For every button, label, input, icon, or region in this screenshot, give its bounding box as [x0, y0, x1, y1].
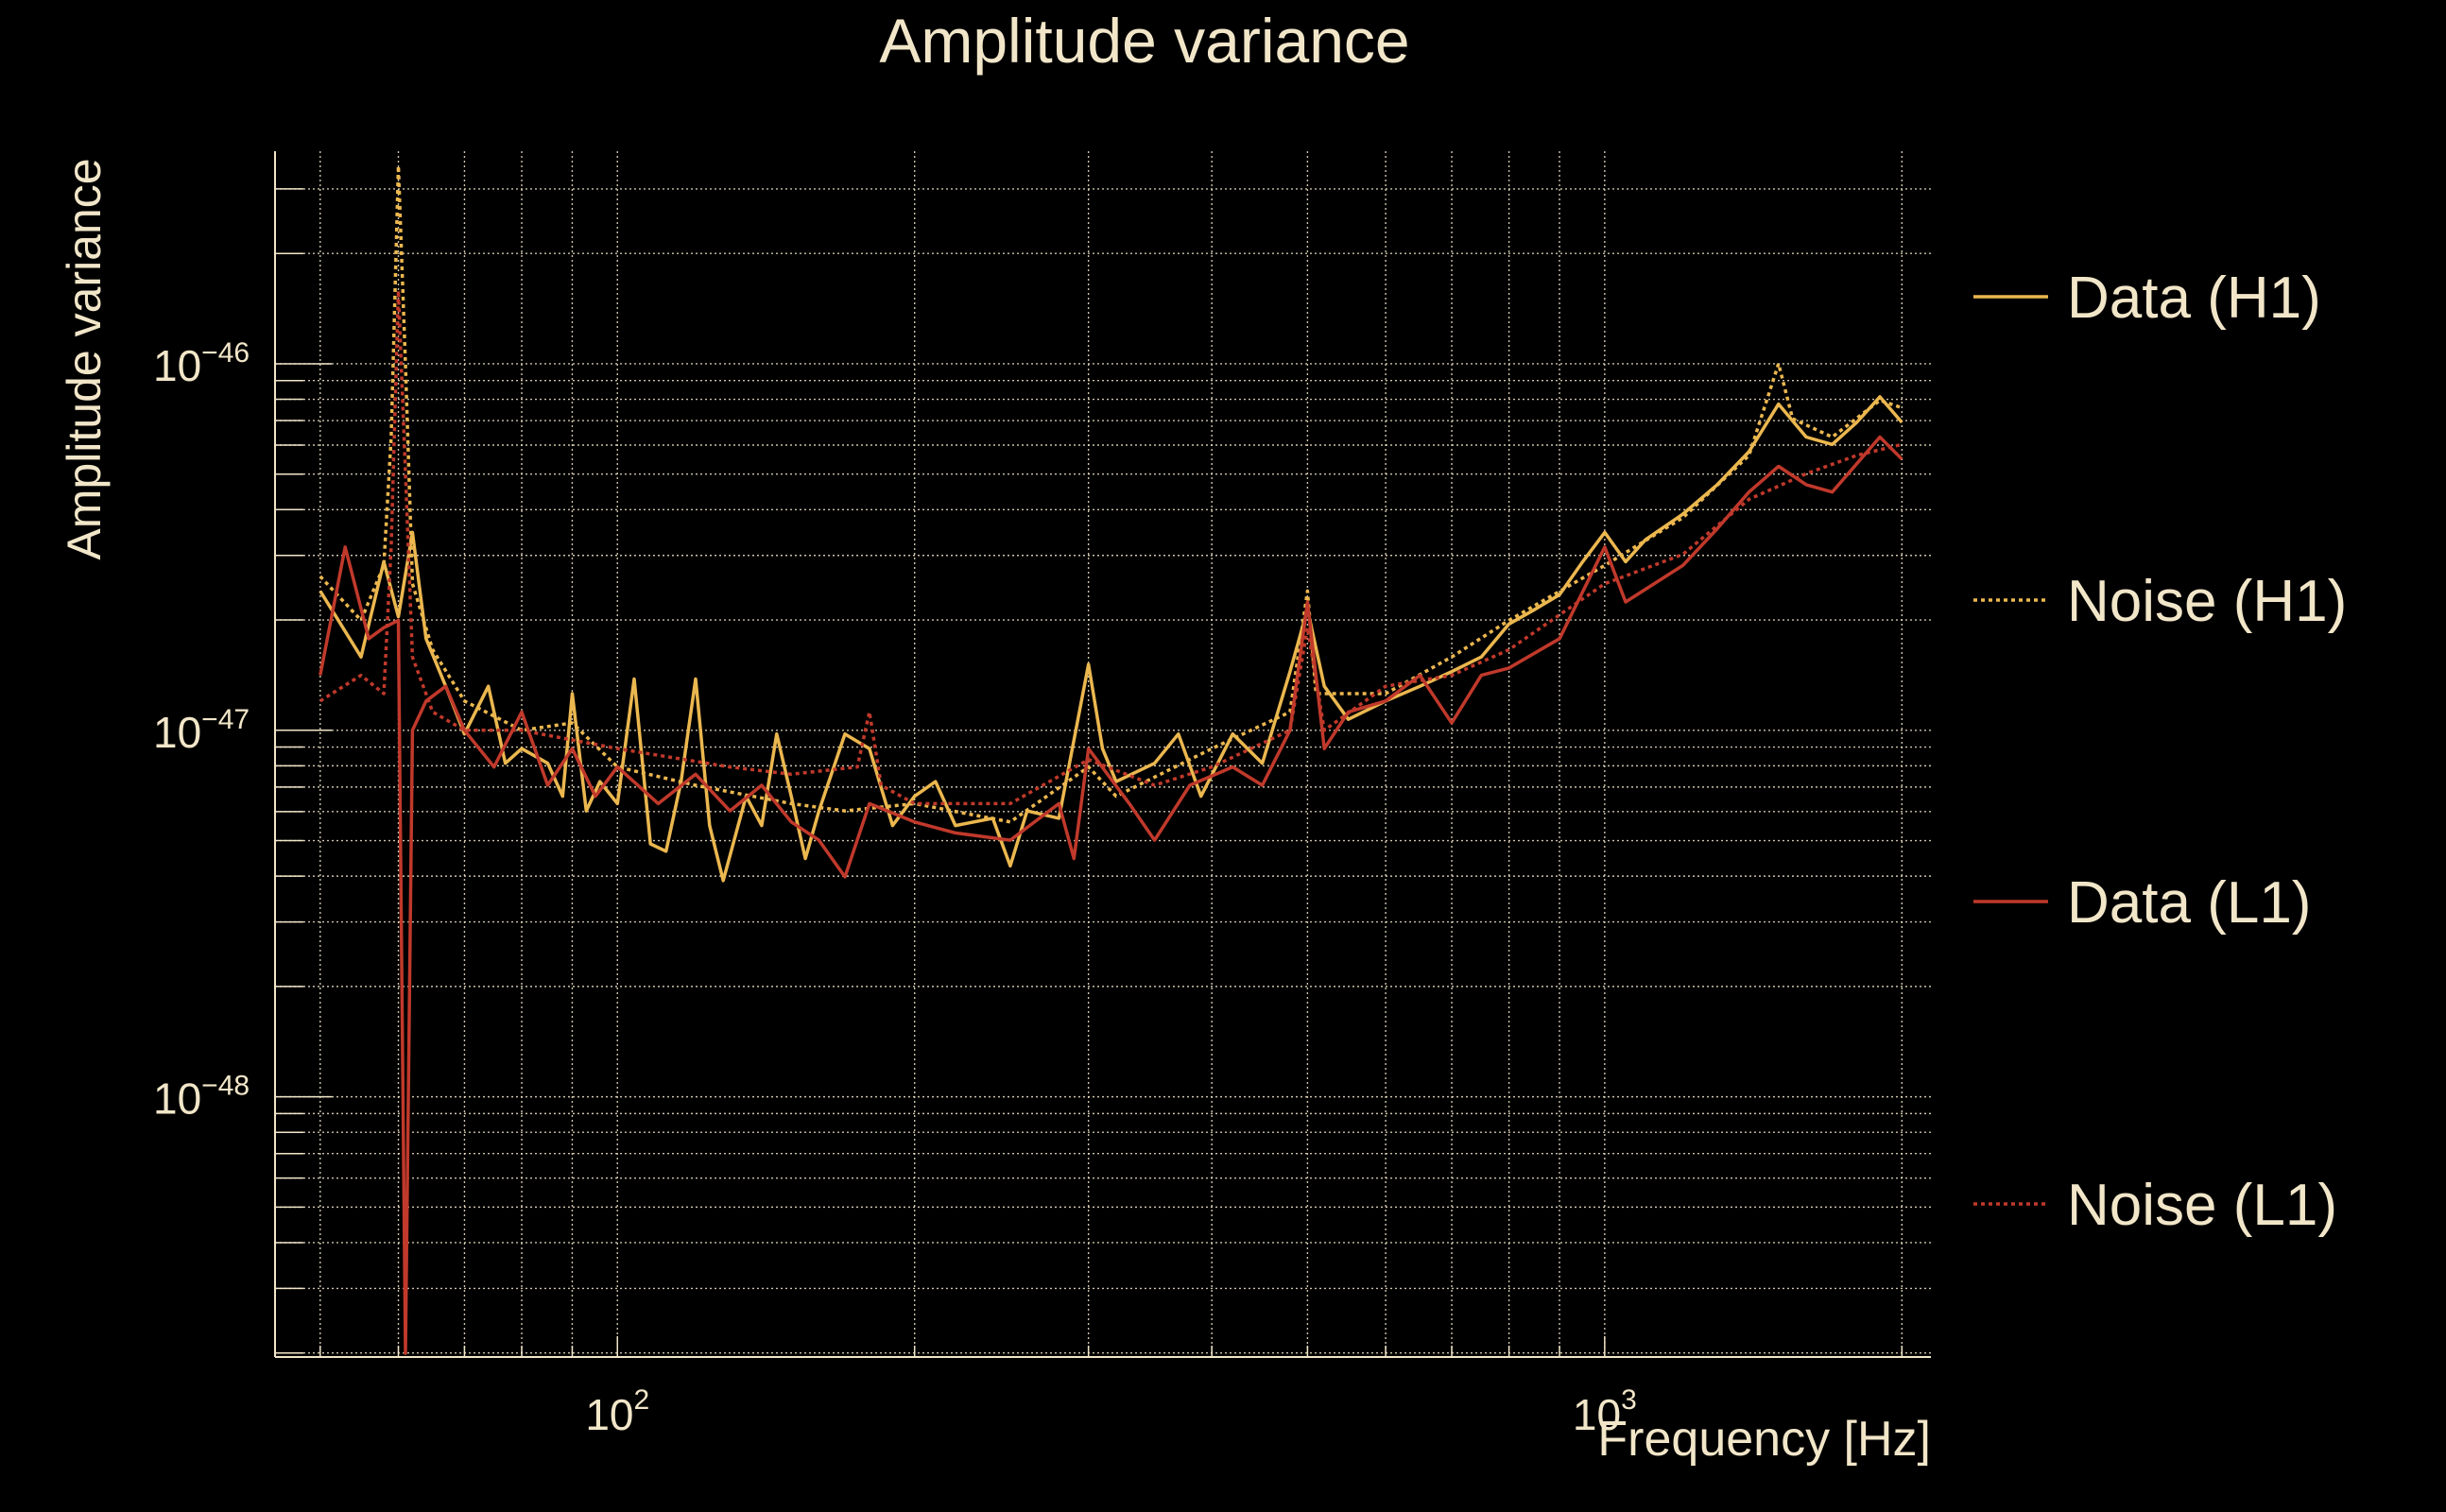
chart-title: Amplitude variance	[879, 6, 1409, 76]
legend-label: Data (H1)	[2067, 266, 2321, 331]
y-axis-label: Amplitude variance	[58, 158, 111, 559]
legend: Data (H1) Noise (H1) Data (L1) Noise (L1)	[1973, 266, 2347, 1238]
series-line-data-h1	[319, 395, 1903, 883]
legend-label: Noise (H1)	[2067, 569, 2347, 634]
x-axis-label: Frequency [Hz]	[1597, 1412, 1931, 1467]
legend-label: Noise (L1)	[2067, 1173, 2337, 1238]
y-tick-label: 10−46	[153, 337, 250, 390]
series-lines	[319, 163, 1903, 1355]
y-tick-label: 10−48	[153, 1071, 250, 1124]
grid	[275, 151, 1931, 1357]
series-line-noise-h1	[319, 163, 1903, 824]
x-tick-label: 102	[585, 1384, 649, 1439]
y-tick-label: 10−47	[153, 704, 250, 757]
series-line-data-l1	[319, 435, 1903, 1355]
tick-labels: 102 103 10−46 10−47 10−48	[153, 337, 1637, 1439]
x-tick-label: 103	[1573, 1384, 1637, 1439]
legend-label: Data (L1)	[2067, 870, 2311, 936]
